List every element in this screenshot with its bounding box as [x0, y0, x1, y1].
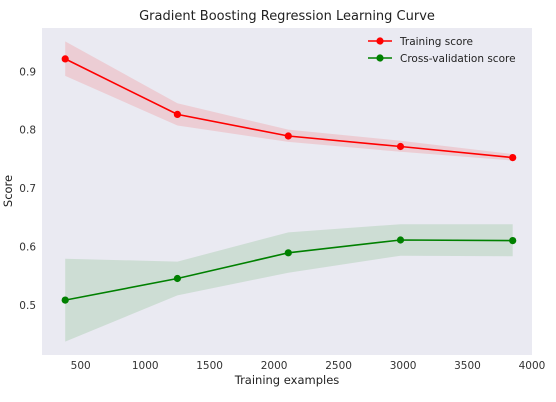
- x-tick-label: 3000: [390, 360, 417, 372]
- legend-cv-label: Cross-validation score: [400, 53, 516, 65]
- y-tick-label: 0.6: [19, 242, 36, 254]
- training-score-point: [509, 154, 516, 161]
- cv-score-point: [397, 236, 404, 243]
- x-tick-label: 3500: [454, 360, 481, 372]
- training-score-point: [62, 55, 69, 62]
- x-tick-label: 4000: [519, 360, 546, 372]
- x-tick-label: 500: [71, 360, 91, 372]
- x-axis-label: Training examples: [234, 373, 340, 387]
- cv-score-point: [62, 297, 69, 304]
- x-tick-label: 2000: [261, 360, 288, 372]
- x-tick-label: 2500: [325, 360, 352, 372]
- cv-score-point: [509, 237, 516, 244]
- y-tick-label: 0.7: [19, 183, 36, 195]
- cv-score-point: [285, 249, 292, 256]
- legend-training-label: Training score: [399, 36, 473, 48]
- y-tick-label: 0.5: [19, 300, 36, 312]
- legend-cv-marker: [376, 54, 383, 61]
- chart-title: Gradient Boosting Regression Learning Cu…: [139, 9, 435, 24]
- x-tick-label: 1000: [132, 360, 159, 372]
- training-score-point: [285, 132, 292, 139]
- y-tick-label: 0.9: [19, 66, 36, 78]
- x-tick-label: 1500: [196, 360, 223, 372]
- legend-training-marker: [376, 37, 383, 44]
- y-tick-label: 0.8: [19, 125, 36, 137]
- y-axis-label: Score: [1, 175, 15, 207]
- training-score-point: [174, 111, 181, 118]
- training-score-point: [397, 143, 404, 150]
- cv-score-point: [174, 275, 181, 282]
